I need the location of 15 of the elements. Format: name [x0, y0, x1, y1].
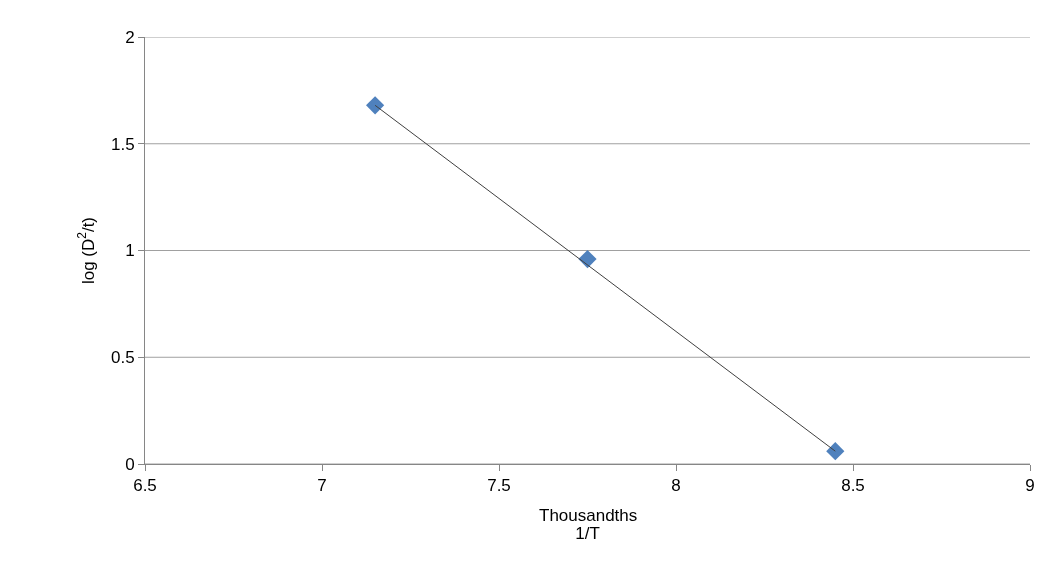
x-tick-label: 7 [317, 476, 327, 496]
y-tick-label: 0.5 [110, 348, 135, 368]
x-tick-label: 9 [1025, 476, 1035, 496]
y-tick-label: 2 [125, 27, 135, 47]
point [366, 96, 385, 115]
y-tick-label: 1.5 [110, 134, 135, 154]
x-tick-label: 6.5 [133, 476, 157, 496]
x-tick-label: 8 [671, 476, 681, 496]
x-tick-label: 8.5 [841, 476, 865, 496]
text: Thousandths [539, 506, 638, 525]
x-axis-title: 1/T [575, 523, 600, 543]
point [826, 442, 845, 461]
x-tick-label: 7.5 [487, 476, 511, 496]
y-tick-label: 1 [125, 241, 135, 261]
y-tick-label: 0 [125, 454, 135, 474]
